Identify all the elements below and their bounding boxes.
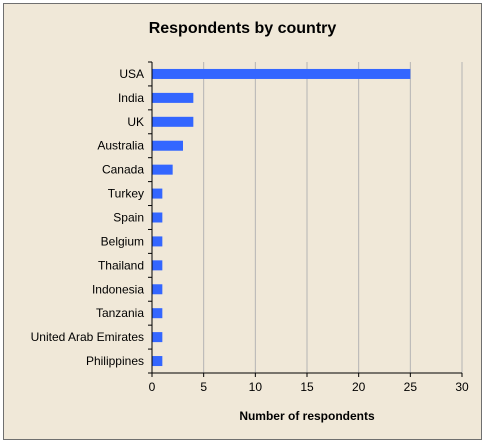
bar-usa <box>152 68 411 79</box>
bar-philippines <box>152 356 163 367</box>
x-tick-label: 0 <box>149 380 156 394</box>
bar-belgium <box>152 236 163 247</box>
category-label: Indonesia <box>92 282 144 296</box>
category-label: Belgium <box>101 234 144 248</box>
category-label: Thailand <box>98 258 144 272</box>
x-axis-title: Number of respondents <box>239 409 375 423</box>
bar-layer <box>152 68 411 367</box>
category-label: UK <box>127 115 144 129</box>
bar-indonesia <box>152 284 163 295</box>
category-label: Australia <box>97 139 144 153</box>
bar-united-arab-emirates <box>152 332 163 343</box>
x-tick-label: 5 <box>200 380 207 394</box>
x-tick-label: 30 <box>455 380 469 394</box>
x-tick-label: 20 <box>352 380 366 394</box>
category-label: India <box>118 91 144 105</box>
bar-australia <box>152 140 183 151</box>
x-tick-label: 15 <box>300 380 314 394</box>
category-label: Canada <box>102 163 144 177</box>
category-label: Spain <box>113 211 144 225</box>
bar-uk <box>152 116 194 127</box>
bar-canada <box>152 164 173 175</box>
chart-frame: Respondents by country USA India UK Austral… <box>3 3 482 440</box>
x-tick-label: 25 <box>404 380 418 394</box>
category-label: Philippines <box>86 354 144 368</box>
axis-layer: USA India UK Australia Canada Turkey Spain Belg… <box>31 61 469 394</box>
category-label: USA <box>119 67 144 81</box>
bar-chart: USA India UK Australia Canada Turkey Spain Belg… <box>31 61 469 423</box>
bar-turkey <box>152 188 163 199</box>
grid-layer <box>203 62 463 373</box>
bar-thailand <box>152 260 163 271</box>
x-tick-label: 10 <box>249 380 263 394</box>
bar-india <box>152 92 194 103</box>
bar-spain <box>152 212 163 223</box>
category-label: Turkey <box>108 187 144 201</box>
category-label: Tanzania <box>96 306 144 320</box>
chart-title: Respondents by country <box>148 20 337 37</box>
bar-tanzania <box>152 308 163 319</box>
category-label: United Arab Emirates <box>31 330 144 344</box>
